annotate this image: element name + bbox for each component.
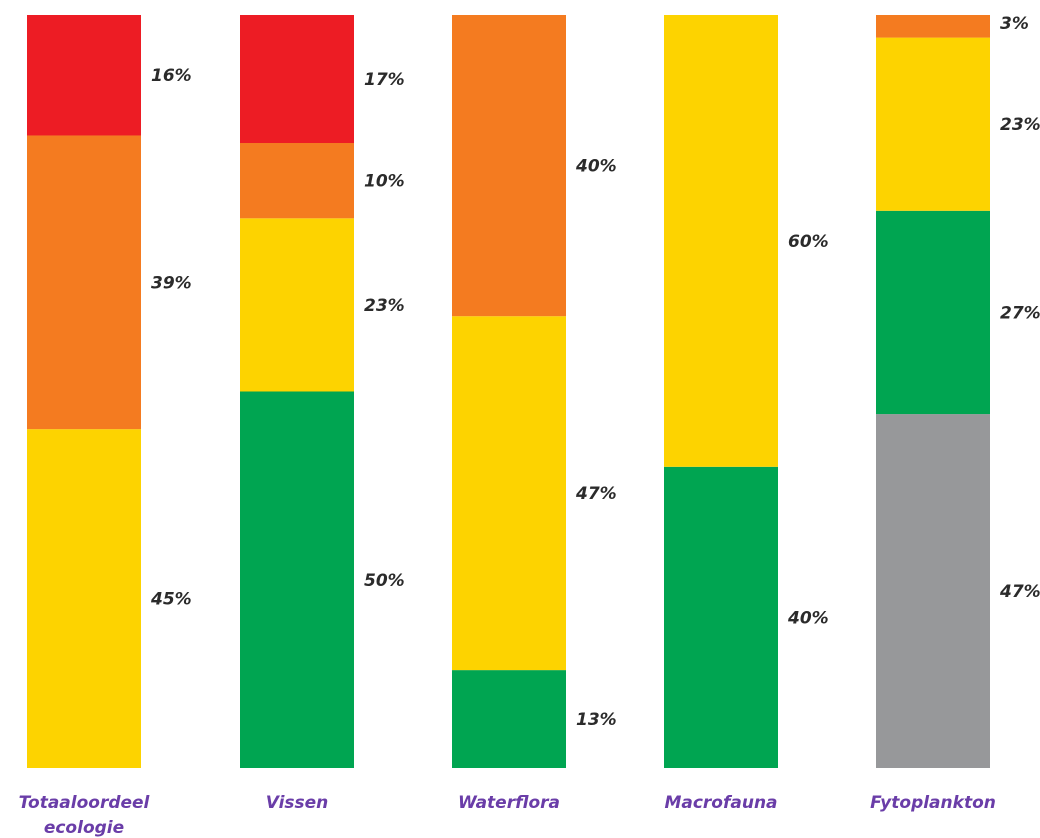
category-label-totaaloordeel-ecologie-line-1: ecologie — [44, 818, 124, 838]
bar-segment-macrofauna-1 — [664, 15, 778, 467]
category-label-vissen: Vissen — [266, 793, 329, 813]
value-label-fytoplankton-2: 23% — [1000, 115, 1040, 135]
bar-segment-totaaloordeel-ecologie-1 — [27, 135, 141, 430]
bar-segment-vissen-0 — [240, 391, 354, 768]
value-label-vissen-0: 50% — [364, 571, 405, 591]
bar-fytoplankton: 47% 27% 23% 3% — [876, 14, 1040, 768]
category-label-fytoplankton: Fytoplankton — [870, 793, 996, 813]
category-label-totaaloordeel-ecologie-line-0: Totaaloordeel — [19, 793, 151, 813]
value-label-macrofauna-0: 40% — [787, 608, 829, 628]
value-label-fytoplankton-3: 3% — [1000, 14, 1029, 34]
bar-segment-vissen-3 — [240, 15, 354, 144]
bar-segment-macrofauna-0 — [664, 466, 778, 768]
value-label-macrofauna-1: 60% — [788, 232, 829, 252]
value-label-waterflora-2: 40% — [575, 157, 617, 177]
bar-vissen: 50% 23% 10% 17% — [240, 15, 405, 768]
value-label-totaaloordeel-ecologie-0: 45% — [150, 590, 192, 610]
bar-segment-fytoplankton-3 — [876, 15, 990, 38]
category-label-waterflora: Waterflora — [458, 793, 560, 813]
value-label-fytoplankton-0: 47% — [999, 582, 1040, 602]
bar-segment-vissen-1 — [240, 218, 354, 392]
value-label-totaaloordeel-ecologie-1: 39% — [151, 273, 192, 293]
bar-waterflora: 13% 47% 40% — [452, 15, 617, 768]
value-label-vissen-3: 17% — [364, 70, 405, 90]
bar-segment-fytoplankton-0 — [876, 414, 990, 768]
bar-segment-waterflora-2 — [452, 15, 566, 317]
bar-segment-totaaloordeel-ecologie-0 — [27, 429, 141, 768]
value-label-fytoplankton-1: 27% — [1000, 303, 1040, 323]
bar-segment-waterflora-0 — [452, 670, 566, 768]
bar-segment-totaaloordeel-ecologie-2 — [27, 15, 141, 136]
value-label-vissen-1: 23% — [364, 296, 405, 316]
value-label-vissen-2: 10% — [364, 172, 405, 192]
value-label-waterflora-0: 13% — [576, 710, 617, 730]
bar-segment-fytoplankton-2 — [876, 37, 990, 211]
bar-totaaloordeel-ecologie: 45% 39% 16% — [27, 15, 192, 768]
bar-macrofauna: 40% 60% — [664, 15, 829, 768]
value-label-waterflora-1: 47% — [575, 484, 617, 504]
category-label-macrofauna: Macrofauna — [664, 793, 777, 813]
bar-segment-vissen-2 — [240, 143, 354, 219]
bar-segment-waterflora-1 — [452, 316, 566, 671]
bar-segment-fytoplankton-1 — [876, 210, 990, 415]
value-label-totaaloordeel-ecologie-2: 16% — [151, 66, 192, 86]
